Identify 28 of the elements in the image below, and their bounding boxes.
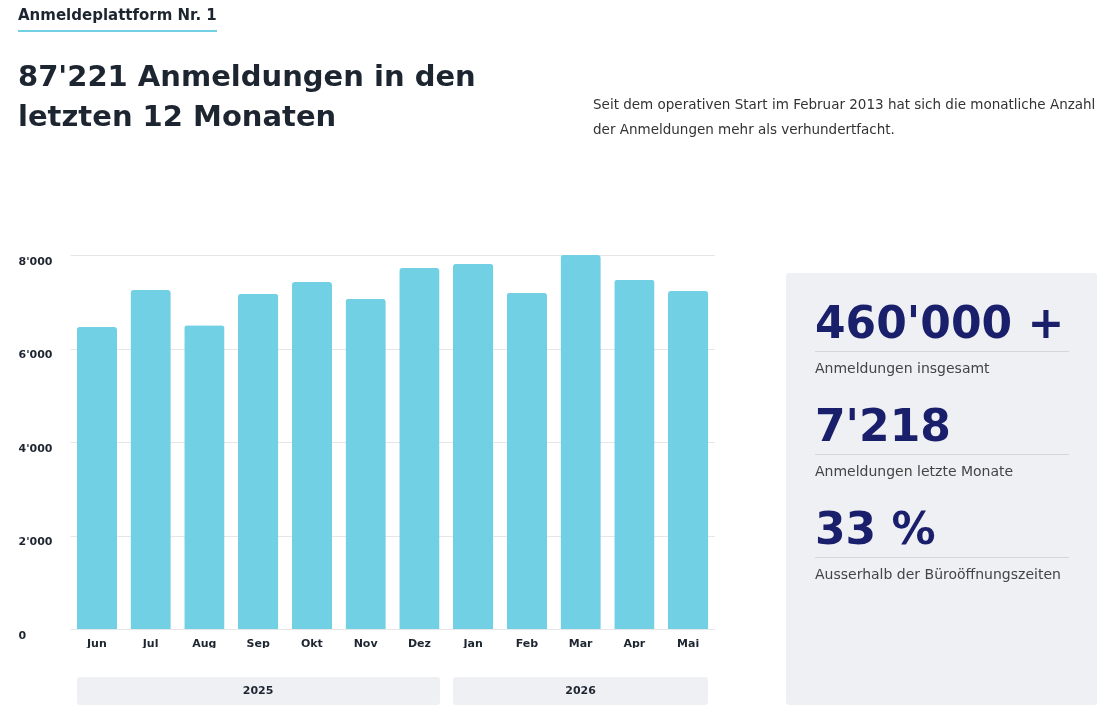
text: 7'218 <box>815 400 1069 455</box>
x-tick-label: Aug <box>192 636 217 650</box>
y-tick-label: 4'000 <box>18 441 53 455</box>
text: 33 % <box>815 503 1069 558</box>
text: Anmeldungen insgesamt <box>815 360 991 376</box>
text: Anmeldeplattform Nr. 1 <box>18 6 217 32</box>
text: Seit dem operativen Start im Februar 2013 hat sich die monatliche Anzahl der Anmeldungen mehr als verhundertfacht. <box>593 95 1097 139</box>
chart-title: 87'221 Anmeldungen in den letzten 12 Monaten <box>18 58 477 135</box>
x-tick-label: Apr <box>623 636 646 650</box>
y-tick-label: 8'000 <box>18 254 53 268</box>
text: Anmeldungen letzte Monate <box>815 463 1015 479</box>
x-tick-label: Mai <box>677 636 700 650</box>
y-tick-label: 6'000 <box>18 348 53 361</box>
text: 2025 <box>76 677 440 705</box>
x-tick-label: Jan <box>462 636 483 650</box>
x-tick-label: Okt <box>300 636 323 650</box>
y-tick-label: 2'000 <box>18 535 53 548</box>
x-tick-label: Mar <box>568 636 594 650</box>
x-tick-label: Feb <box>515 636 539 650</box>
y-tick-label: 0 <box>18 628 27 642</box>
x-tick-label: Dez <box>407 636 431 650</box>
x-tick-label: Jun <box>85 636 107 650</box>
text: Ausserhalb der Büroöffnungszeiten <box>815 566 1062 582</box>
text: 2026 <box>452 677 709 705</box>
x-tick-label: Nov <box>353 636 379 650</box>
x-tick-label: Jul <box>141 636 159 650</box>
text: 460'000 + <box>815 297 1069 352</box>
x-tick-label: Sep <box>246 636 270 650</box>
